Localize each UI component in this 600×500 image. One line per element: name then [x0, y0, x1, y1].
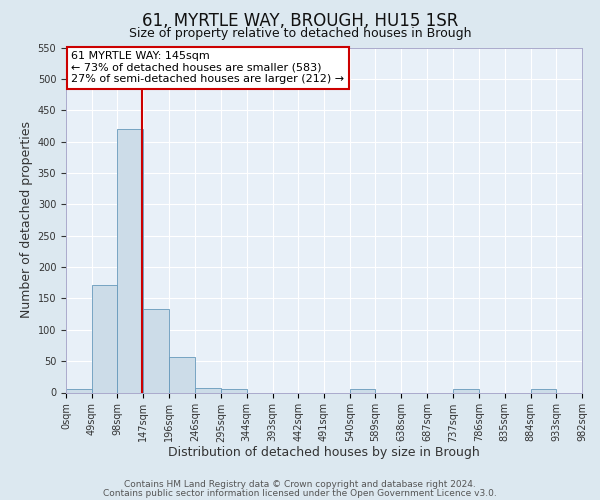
Bar [530, 390, 556, 392]
Bar [143, 309, 169, 392]
Bar [118, 129, 143, 392]
Y-axis label: Number of detached properties: Number of detached properties [20, 122, 34, 318]
Text: Size of property relative to detached houses in Brough: Size of property relative to detached ho… [129, 28, 471, 40]
Bar [66, 390, 92, 392]
Bar [453, 390, 479, 392]
Text: Contains public sector information licensed under the Open Government Licence v3: Contains public sector information licen… [103, 488, 497, 498]
Text: 61, MYRTLE WAY, BROUGH, HU15 1SR: 61, MYRTLE WAY, BROUGH, HU15 1SR [142, 12, 458, 30]
X-axis label: Distribution of detached houses by size in Brough: Distribution of detached houses by size … [168, 446, 480, 459]
Bar [169, 356, 195, 392]
Bar [350, 390, 376, 392]
Bar [221, 388, 247, 392]
Text: Contains HM Land Registry data © Crown copyright and database right 2024.: Contains HM Land Registry data © Crown c… [124, 480, 476, 489]
Bar [92, 284, 118, 393]
Text: 61 MYRTLE WAY: 145sqm
← 73% of detached houses are smaller (583)
27% of semi-det: 61 MYRTLE WAY: 145sqm ← 73% of detached … [71, 51, 344, 84]
Bar [195, 388, 221, 392]
